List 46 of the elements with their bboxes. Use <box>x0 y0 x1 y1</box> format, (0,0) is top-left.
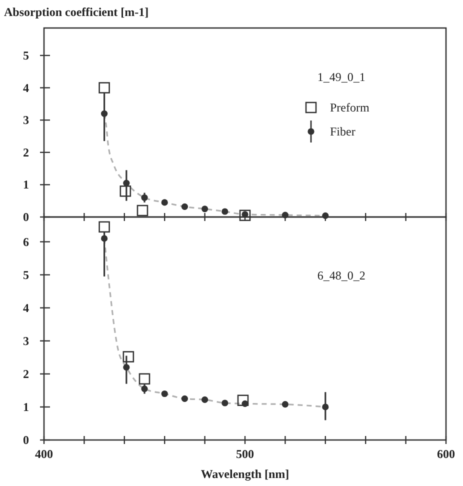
point <box>282 401 288 408</box>
y-tick-label: 5 <box>23 48 29 62</box>
y-tick-label: 2 <box>23 366 29 381</box>
point <box>138 373 150 385</box>
point <box>101 110 108 117</box>
legend-label: Fiber <box>330 124 356 138</box>
x-tick-label: 400 <box>35 447 53 461</box>
x-axis-title: Wavelength [nm] <box>200 467 290 481</box>
y-tick-label: 3 <box>23 113 29 128</box>
point <box>322 404 329 410</box>
x-tick-label: 500 <box>236 447 254 461</box>
point <box>141 194 148 201</box>
legend-label: Preform <box>330 100 370 114</box>
point <box>161 199 168 206</box>
point <box>181 395 188 402</box>
point <box>202 396 208 403</box>
y-tick-label: 0 <box>23 433 29 447</box>
y-tick-label: 1 <box>23 400 29 414</box>
point <box>136 204 148 216</box>
point <box>202 206 208 212</box>
y-tick-label: 1 <box>23 178 29 192</box>
y-tick-label: 5 <box>23 268 29 282</box>
annotation: 6_48_0_2 <box>317 268 366 282</box>
point <box>122 351 134 362</box>
point <box>161 390 168 398</box>
point <box>123 364 130 371</box>
point <box>123 180 130 186</box>
point <box>98 82 110 94</box>
point <box>98 221 110 233</box>
annotation: 1_49_0_1 <box>317 70 366 84</box>
y-tick-label: 4 <box>23 80 29 95</box>
x-tick-label: 600 <box>437 447 455 461</box>
point <box>120 186 132 197</box>
y-tick-label: 6 <box>23 234 29 249</box>
y-tick-label: 4 <box>23 300 29 315</box>
point <box>101 235 108 242</box>
point <box>222 208 228 215</box>
point <box>181 203 188 210</box>
y-tick-label: 2 <box>23 145 29 160</box>
point <box>239 210 251 222</box>
point <box>141 385 148 392</box>
point <box>237 394 249 406</box>
y-tick-label: 3 <box>23 334 29 348</box>
point <box>222 400 228 406</box>
y-tick-label: 0 <box>23 210 29 224</box>
y-axis-title: Absorption coefficient [m-1] <box>4 5 149 19</box>
